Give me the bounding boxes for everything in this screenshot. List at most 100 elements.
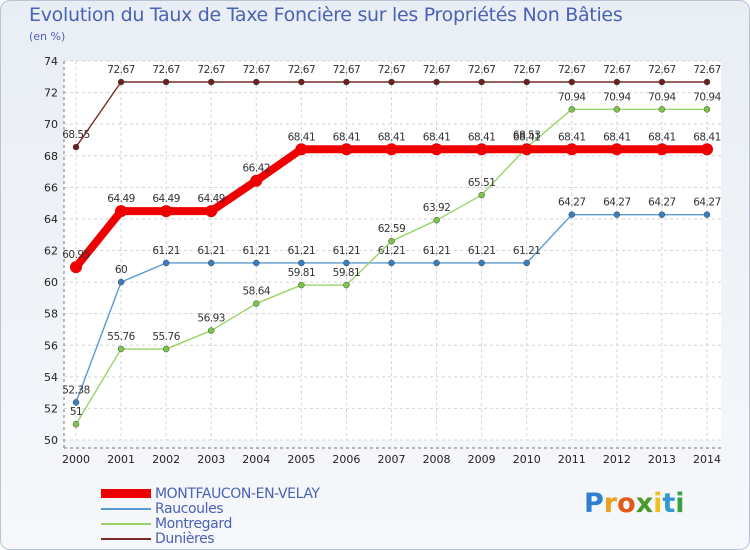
legend-label: Dunières [155, 530, 215, 547]
data-label-duni-res: 72.67 [513, 64, 541, 76]
data-point-montfaucon-en-velay [385, 143, 398, 156]
data-label-raucoules: 52.38 [62, 384, 90, 396]
x-tick-label: 2000 [62, 453, 90, 466]
x-tick-label: 2005 [287, 453, 315, 466]
data-point-raucoules [703, 211, 711, 218]
data-point-montregard [117, 345, 125, 353]
data-label-montfaucon-en-velay: 68.41 [333, 131, 361, 143]
data-point-duni-res [658, 78, 666, 86]
data-point-raucoules [478, 259, 485, 267]
data-label-montfaucon-en-velay: 68.41 [648, 131, 676, 143]
data-label-montfaucon-en-velay: 68.41 [513, 131, 541, 143]
data-point-raucoules [388, 259, 395, 267]
data-label-raucoules: 61.21 [468, 245, 496, 257]
x-tick-label: 2011 [558, 453, 586, 466]
data-label-raucoules: 61.21 [378, 245, 406, 257]
data-point-montregard [703, 106, 711, 113]
legend-item-montfaucon-en-velay: MONTFAUCON-EN-VELAY [101, 486, 320, 502]
logo-letter: o [617, 488, 636, 519]
data-point-raucoules [253, 259, 260, 267]
data-label-montfaucon-en-velay: 68.41 [558, 131, 586, 143]
data-point-montregard [343, 281, 350, 289]
data-label-duni-res: 72.67 [107, 64, 135, 76]
data-point-montregard [613, 106, 621, 113]
data-label-montregard: 58.64 [243, 286, 271, 298]
y-tick-label: 66 [44, 181, 58, 194]
data-label-duni-res: 72.67 [603, 64, 631, 76]
data-label-duni-res: 72.67 [243, 64, 271, 76]
logo-letter: t [662, 488, 676, 519]
x-tick-label: 2010 [513, 453, 541, 466]
data-label-montregard: 63.92 [423, 202, 451, 214]
data-point-raucoules [298, 259, 305, 267]
data-label-raucoules: 61.21 [152, 245, 180, 257]
y-tick-label: 60 [44, 276, 58, 289]
x-tick-label: 2007 [378, 453, 406, 466]
data-point-montregard [72, 420, 80, 428]
data-label-raucoules: 61.21 [333, 245, 361, 257]
data-label-montregard: 59.81 [333, 267, 361, 279]
data-point-duni-res [343, 78, 350, 86]
data-point-montregard [433, 216, 440, 224]
legend-swatch [101, 507, 151, 510]
data-point-duni-res [72, 143, 80, 151]
x-tick-label: 2012 [603, 453, 631, 466]
data-label-montregard: 70.94 [558, 91, 586, 103]
logo-letter: i [675, 488, 685, 519]
data-point-montfaucon-en-velay [295, 143, 308, 156]
data-point-montregard [388, 237, 395, 245]
legend-swatch [101, 489, 151, 498]
data-point-montregard [253, 300, 260, 307]
data-point-montregard [298, 281, 305, 289]
data-label-raucoules: 64.27 [648, 197, 676, 209]
data-label-montregard: 56.93 [197, 313, 225, 325]
data-point-montregard [162, 345, 170, 353]
data-label-montfaucon-en-velay: 60.95 [62, 249, 90, 261]
data-point-montfaucon-en-velay [340, 143, 353, 156]
data-label-raucoules: 61.21 [197, 245, 225, 257]
y-tick-label: 58 [44, 308, 58, 321]
data-label-raucoules: 64.27 [558, 197, 586, 209]
data-point-montfaucon-en-velay [70, 261, 82, 274]
data-point-montfaucon-en-velay [475, 143, 488, 156]
y-tick-label: 74 [44, 55, 58, 68]
data-label-duni-res: 72.67 [423, 64, 451, 76]
data-point-duni-res [478, 78, 485, 86]
data-label-montfaucon-en-velay: 68.41 [603, 131, 631, 143]
data-label-raucoules: 64.27 [603, 197, 631, 209]
legend-item-raucoules: Raucoules [101, 501, 320, 517]
x-tick-label: 2004 [242, 453, 270, 466]
legend-swatch [101, 522, 151, 525]
y-tick-label: 50 [44, 434, 58, 447]
x-tick-label: 2013 [648, 453, 676, 466]
data-label-montregard: 55.76 [152, 331, 180, 343]
data-point-raucoules [117, 278, 125, 286]
y-tick-label: 64 [44, 213, 58, 226]
data-point-montfaucon-en-velay [520, 143, 533, 156]
data-label-montfaucon-en-velay: 68.41 [288, 131, 316, 143]
y-tick-label: 72 [44, 87, 58, 100]
proxiti-logo: Proxiti [584, 488, 685, 519]
data-point-duni-res [568, 78, 576, 86]
data-label-raucoules: 61.21 [423, 245, 451, 257]
data-point-raucoules [523, 259, 530, 267]
data-label-montfaucon-en-velay: 68.41 [423, 131, 451, 143]
data-label-duni-res: 72.67 [333, 64, 361, 76]
data-label-montfaucon-en-velay: 64.49 [107, 193, 135, 205]
data-label-raucoules: 61.21 [513, 245, 541, 257]
data-label-montfaucon-en-velay: 68.41 [693, 131, 721, 143]
data-label-montregard: 55.76 [107, 331, 135, 343]
x-tick-label: 2009 [468, 453, 496, 466]
y-tick-label: 70 [44, 118, 58, 131]
data-point-duni-res [253, 78, 260, 86]
legend-swatch [101, 537, 151, 540]
logo-letter: i [653, 488, 663, 519]
data-point-raucoules [72, 399, 80, 406]
data-point-duni-res [298, 78, 305, 86]
x-tick-label: 2006 [332, 453, 360, 466]
x-tick-label: 2014 [693, 453, 721, 466]
data-point-montfaucon-en-velay [701, 143, 713, 156]
data-label-montregard: 62.59 [378, 223, 406, 235]
